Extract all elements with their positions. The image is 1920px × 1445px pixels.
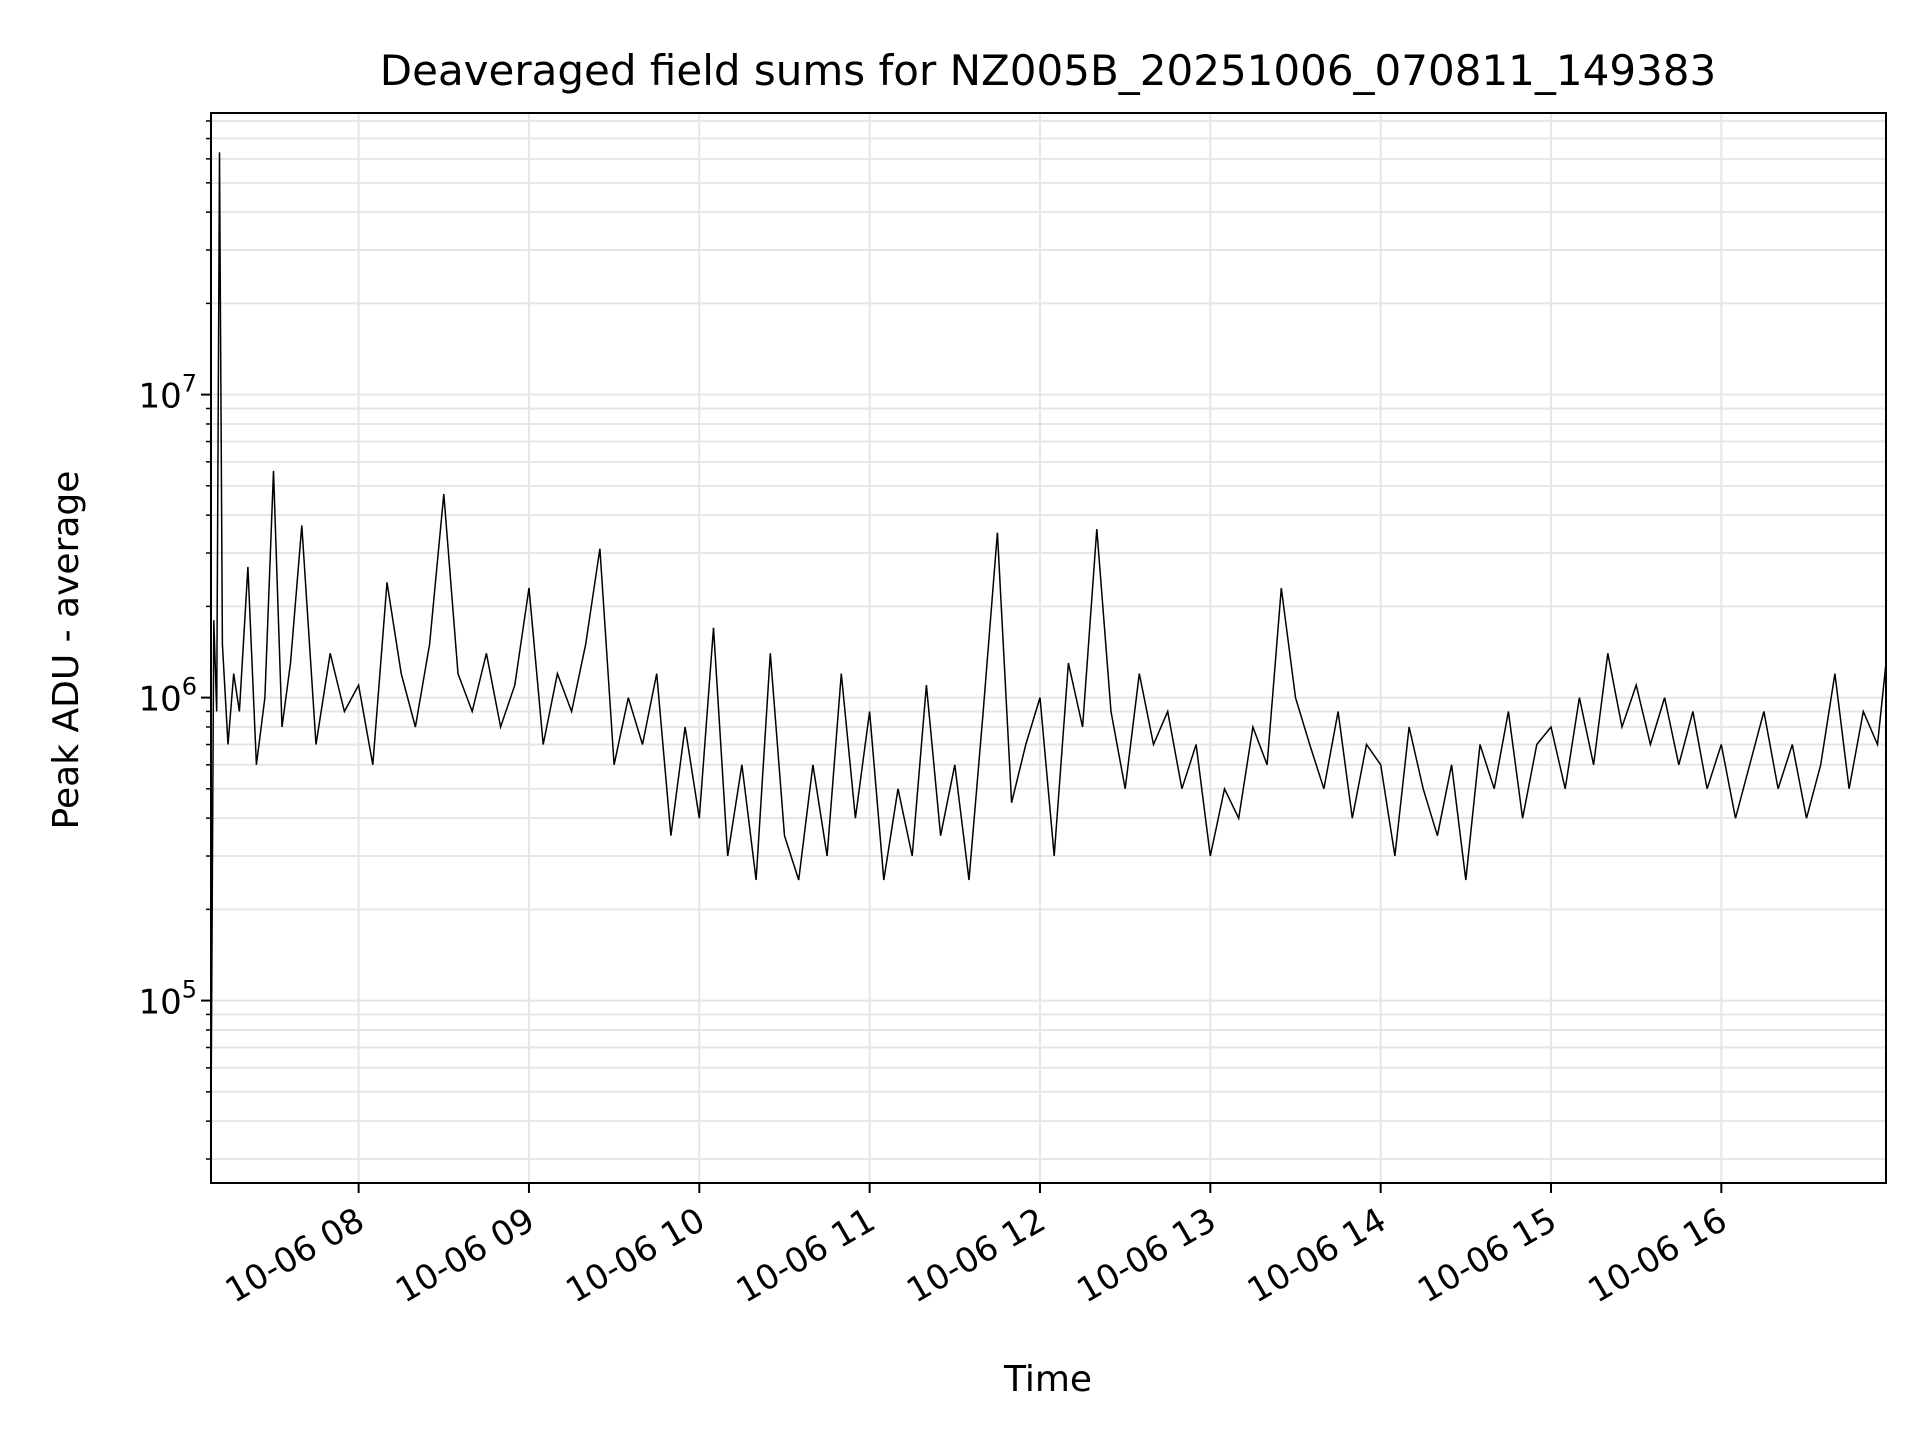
y-tick-label: 105 [138,976,197,1023]
x-axis-label: Time [1003,1359,1092,1400]
y-tick-base: 10 [138,983,181,1023]
y-tick-label: 106 [138,673,197,720]
plot-frame [210,112,1887,1184]
y-tick-exponent: 6 [182,673,197,701]
y-tick-base: 10 [138,377,181,417]
chart-title: Deaveraged field sums for NZ005B_2025100… [380,46,1716,95]
data-layer [210,152,1887,1122]
y-tick-exponent: 5 [182,976,197,1004]
y-tick-exponent: 7 [182,370,197,398]
y-axis-label: Peak ADU - average [46,471,87,830]
series-line [210,152,1887,1122]
grid [211,113,1886,1183]
y-tick-label: 107 [138,370,197,417]
y-tick-base: 10 [138,680,181,720]
